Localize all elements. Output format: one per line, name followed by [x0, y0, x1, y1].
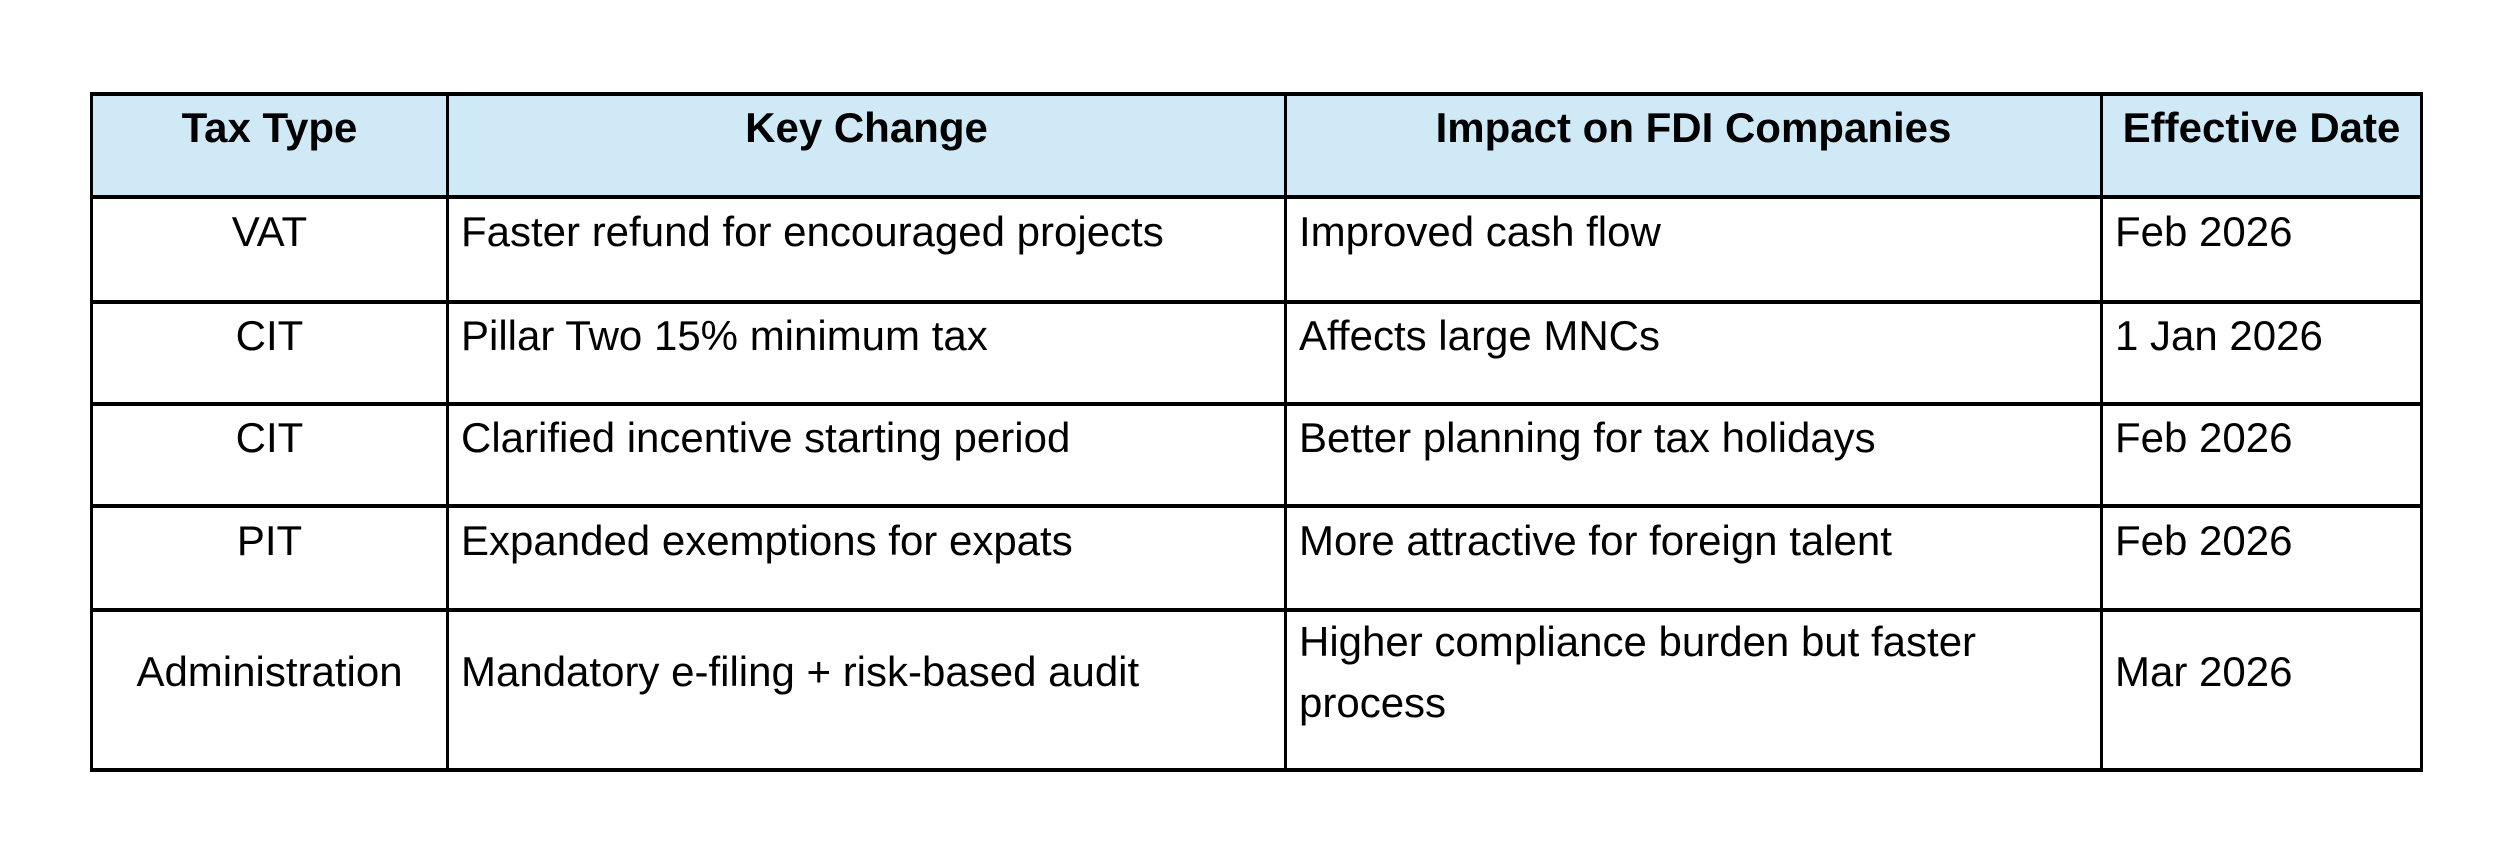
cell-tax-type: VAT	[90, 195, 449, 304]
cell-effective-date: Feb 2026	[2100, 402, 2423, 508]
tax-changes-table-container: Tax Type Key Change Impact on FDI Compan…	[90, 92, 2423, 772]
table-row: Administration Mandatory e-filing + risk…	[90, 608, 2423, 772]
cell-impact: More attractive for foreign talent	[1284, 504, 2103, 612]
cell-effective-date: 1 Jan 2026	[2100, 300, 2423, 406]
cell-tax-type: CIT	[90, 402, 449, 508]
cell-key-change: Pillar Two 15% minimum tax	[446, 300, 1287, 406]
cell-effective-date: Feb 2026	[2100, 195, 2423, 304]
cell-impact: Higher compliance burden but faster proc…	[1284, 608, 2103, 772]
cell-impact: Better planning for tax holidays	[1284, 402, 2103, 508]
cell-impact: Affects large MNCs	[1284, 300, 2103, 406]
table-row: VAT Faster refund for encouraged project…	[90, 195, 2423, 304]
cell-tax-type: PIT	[90, 504, 449, 612]
table-row: CIT Pillar Two 15% minimum tax Affects l…	[90, 300, 2423, 406]
table-row: PIT Expanded exemptions for expats More …	[90, 504, 2423, 612]
header-cell-impact: Impact on FDI Companies	[1284, 92, 2103, 199]
header-cell-key-change: Key Change	[446, 92, 1287, 199]
cell-tax-type: CIT	[90, 300, 449, 406]
cell-key-change: Mandatory e-filing + risk-based audit	[446, 608, 1287, 772]
cell-tax-type: Administration	[90, 608, 449, 772]
header-cell-tax-type: Tax Type	[90, 92, 449, 199]
header-row: Tax Type Key Change Impact on FDI Compan…	[90, 92, 2423, 199]
cell-impact: Improved cash flow	[1284, 195, 2103, 304]
cell-key-change: Faster refund for encouraged projects	[446, 195, 1287, 304]
table-row: CIT Clarified incentive starting period …	[90, 402, 2423, 508]
cell-effective-date: Mar 2026	[2100, 608, 2423, 772]
header-cell-effective-date: Effective Date	[2100, 92, 2423, 199]
cell-effective-date: Feb 2026	[2100, 504, 2423, 612]
cell-key-change: Expanded exemptions for expats	[446, 504, 1287, 612]
cell-key-change: Clarified incentive starting period	[446, 402, 1287, 508]
tax-changes-table: Tax Type Key Change Impact on FDI Compan…	[90, 92, 2423, 772]
